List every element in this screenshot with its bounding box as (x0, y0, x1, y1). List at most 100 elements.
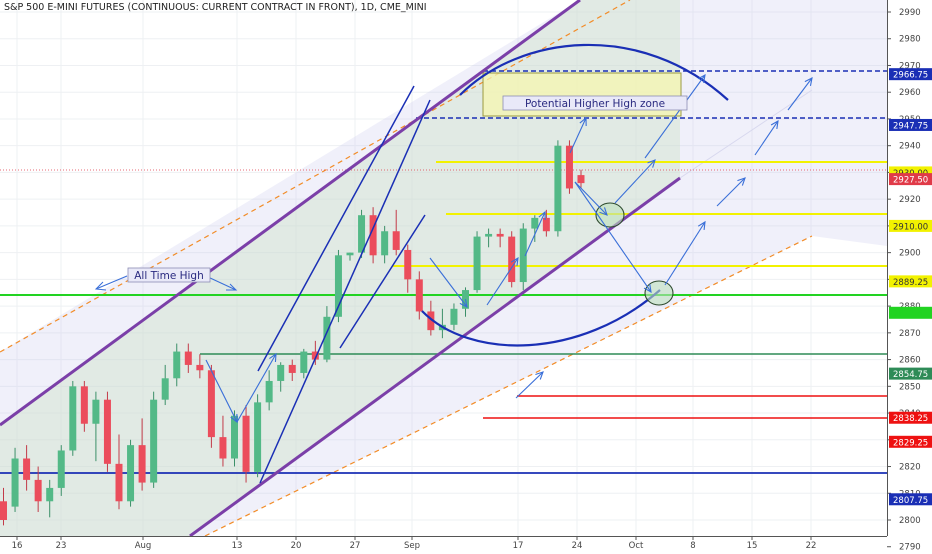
candle-body (485, 233, 493, 237)
candle-body (565, 145, 573, 189)
time-tick-label: 20 (291, 541, 302, 550)
candle-body (184, 351, 192, 365)
candle-body (150, 399, 158, 483)
steep-channel-right (339, 214, 426, 349)
time-tick-label: 23 (56, 541, 67, 550)
price-label-tag (889, 411, 932, 424)
price-tick-label: 2900 (899, 249, 921, 259)
candle-body (138, 445, 146, 483)
price-label-text: 2807.75 (893, 496, 928, 506)
price-label-tag (889, 173, 932, 186)
arrow-head (459, 299, 468, 309)
candle-body (265, 380, 273, 403)
candle-body (404, 249, 412, 280)
candle-body (334, 255, 342, 317)
price-tick-label: 2860 (899, 356, 921, 366)
candle-body (23, 458, 31, 480)
candle-body (231, 415, 238, 459)
arrow (486, 257, 519, 306)
price-label-text: 2854.75 (893, 370, 928, 380)
time-tick-label: 8 (690, 541, 695, 550)
outer-channel-fill (0, 0, 887, 536)
arrow (787, 77, 813, 111)
arrow (664, 221, 706, 286)
candle-body (473, 236, 481, 291)
arrow-head (535, 371, 544, 380)
arrow (429, 257, 468, 308)
time-tick-label: 24 (572, 541, 583, 550)
candle-body (577, 175, 585, 184)
arrow-head (599, 207, 608, 216)
arrow (205, 359, 238, 423)
price-tick-label: 2870 (899, 329, 921, 339)
time-tick-label: 22 (806, 541, 817, 550)
price-label-text: 2877.5 (893, 309, 923, 319)
arrow-head (643, 284, 652, 294)
price-label-text: 2838.25 (893, 414, 928, 424)
price-label-tag (889, 493, 932, 506)
candle-body (392, 231, 400, 250)
time-tick-label: 13 (232, 541, 243, 550)
arrow-head (737, 177, 746, 186)
candle-body (415, 279, 423, 312)
ellipse-marker (644, 280, 674, 306)
price-tick-label: 2970 (899, 61, 921, 71)
price-label-text: 2910.00 (893, 222, 928, 232)
candle-body (300, 351, 308, 373)
candle-body (508, 236, 516, 283)
price-axis-bg (887, 0, 932, 550)
price-label-tag (889, 367, 932, 380)
candle-body (519, 228, 527, 283)
zone-label: Potential Higher High zone (525, 98, 665, 110)
price-label-text: 2947.75 (893, 121, 928, 131)
candle-body (323, 316, 331, 360)
candle-body (496, 233, 504, 237)
candle-body (381, 231, 389, 256)
time-tick-label: Oct (629, 541, 644, 550)
price-label-text: 2927.50 (893, 176, 928, 186)
candle-body (127, 445, 135, 502)
candle-body (0, 501, 7, 520)
time-tick-label: Aug (135, 541, 152, 550)
channel-projection-line (679, 89, 813, 179)
candle-body (173, 351, 181, 379)
candle-body (346, 252, 354, 256)
price-label-text: 2829.25 (893, 438, 928, 448)
outer-channel-upper (0, 0, 631, 353)
price-tick-label: 2940 (899, 142, 921, 152)
price-label-tag (889, 275, 932, 288)
price-label-text: 2966.75 (893, 71, 928, 81)
price-label-tag (889, 68, 932, 81)
price-tick-label: 2800 (899, 516, 921, 526)
candle-body (277, 364, 285, 381)
candle-body (115, 463, 123, 502)
arrow-head (538, 210, 546, 221)
arrow (236, 353, 277, 423)
arrow-head (269, 352, 277, 363)
arrow (515, 371, 544, 399)
steep-channel-left (259, 99, 431, 484)
channel-upper-line (0, 0, 581, 427)
arrow-head (647, 159, 656, 168)
candle-body (311, 351, 319, 360)
candle-body (161, 378, 169, 400)
arrow (716, 177, 746, 207)
arrow-head (804, 76, 813, 86)
candle-body (207, 370, 215, 438)
price-tick-label: 2820 (899, 463, 921, 473)
candle-body (103, 399, 111, 464)
candle-body (254, 402, 262, 472)
symbol-title: S&P 500 E-MINI FUTURES (CONTINUOUS: CURR… (4, 2, 427, 13)
price-tick-label: 2920 (899, 195, 921, 205)
arrow-head (510, 256, 519, 267)
ath-label: All Time High (134, 270, 204, 282)
price-label-text: 2889.25 (893, 278, 928, 288)
ellipse-marker (595, 202, 625, 228)
ath-arrow-right-head (226, 283, 238, 291)
zone-label-box (502, 95, 688, 111)
candle-body (69, 386, 77, 451)
arc-bottom (421, 289, 661, 347)
arrow-head (579, 116, 587, 127)
